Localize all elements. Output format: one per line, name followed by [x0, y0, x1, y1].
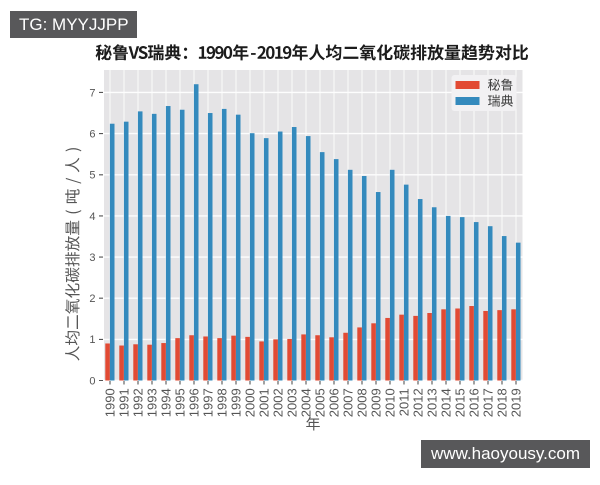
svg-text:1990: 1990 [103, 388, 118, 417]
svg-text:1993: 1993 [145, 388, 160, 417]
svg-text:1999: 1999 [229, 388, 244, 417]
svg-text:1997: 1997 [201, 388, 216, 417]
svg-text:1996: 1996 [187, 388, 202, 417]
svg-text:2013: 2013 [425, 388, 440, 417]
svg-text:4: 4 [89, 211, 95, 223]
svg-text:1998: 1998 [215, 388, 230, 417]
svg-text:2005: 2005 [313, 388, 328, 417]
svg-text:1994: 1994 [159, 388, 174, 417]
svg-text:2007: 2007 [341, 388, 356, 417]
svg-text:2015: 2015 [453, 388, 468, 417]
svg-text:1995: 1995 [173, 388, 188, 417]
svg-text:2003: 2003 [285, 388, 300, 417]
svg-text:2: 2 [89, 293, 95, 305]
svg-text:2017: 2017 [481, 388, 496, 417]
svg-text:2019: 2019 [509, 388, 524, 417]
svg-text:2002: 2002 [271, 388, 286, 417]
svg-text:2012: 2012 [411, 388, 426, 417]
svg-text:2010: 2010 [383, 388, 398, 417]
svg-text:6: 6 [89, 129, 95, 141]
svg-text:2008: 2008 [355, 388, 370, 417]
svg-text:2009: 2009 [369, 388, 384, 417]
svg-text:2016: 2016 [467, 388, 482, 417]
svg-text:2018: 2018 [495, 388, 510, 417]
svg-text:1991: 1991 [117, 388, 132, 417]
svg-text:5: 5 [89, 170, 95, 182]
svg-text:2004: 2004 [299, 388, 314, 417]
svg-text:0: 0 [89, 375, 95, 387]
svg-text:2014: 2014 [439, 388, 454, 417]
svg-text:1: 1 [89, 334, 95, 346]
svg-text:2011: 2011 [397, 388, 412, 416]
svg-text:1992: 1992 [131, 388, 146, 417]
svg-text:7: 7 [89, 87, 95, 99]
svg-text:3: 3 [89, 252, 95, 264]
svg-text:2001: 2001 [257, 388, 272, 417]
svg-text:2006: 2006 [327, 388, 342, 417]
svg-text:2000: 2000 [243, 388, 258, 417]
